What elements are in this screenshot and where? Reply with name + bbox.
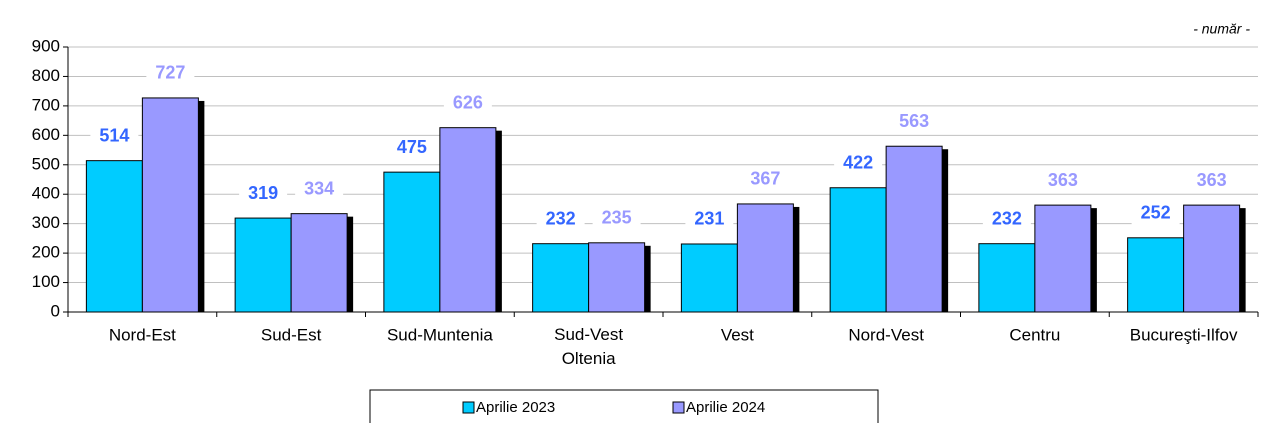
data-label-bg bbox=[834, 151, 883, 176]
data-label-bg bbox=[90, 124, 139, 149]
y-tick-label: 400 bbox=[32, 184, 60, 203]
data-label: 334 bbox=[304, 178, 334, 198]
data-label: 232 bbox=[546, 208, 576, 228]
x-tick-label: Centru bbox=[1009, 325, 1060, 344]
bar bbox=[588, 242, 646, 313]
data-label-bg bbox=[443, 91, 492, 116]
bar bbox=[1034, 204, 1092, 313]
data-label-bg bbox=[741, 167, 790, 192]
legend-swatch bbox=[462, 401, 475, 414]
data-label-bg bbox=[890, 110, 939, 135]
y-tick-label: 200 bbox=[32, 243, 60, 262]
y-tick-label: 300 bbox=[32, 213, 60, 232]
data-label-bg bbox=[1038, 169, 1087, 194]
data-label-bg bbox=[685, 207, 734, 232]
data-label: 563 bbox=[899, 111, 929, 131]
bar bbox=[383, 171, 441, 313]
bar bbox=[234, 217, 292, 313]
data-label: 232 bbox=[992, 208, 1022, 228]
y-tick-label: 100 bbox=[32, 272, 60, 291]
x-tick-label: Nord-Est bbox=[109, 325, 176, 344]
data-label: 514 bbox=[99, 125, 129, 145]
x-tick-label: Sud-Muntenia bbox=[387, 325, 493, 344]
data-label-bg bbox=[295, 177, 344, 202]
bar bbox=[1183, 204, 1241, 313]
y-tick-label: 500 bbox=[32, 154, 60, 173]
bar bbox=[141, 97, 199, 313]
data-label-bg bbox=[536, 207, 585, 232]
legend-label: Aprilie 2024 bbox=[686, 399, 765, 416]
x-tick-label: Nord-Vest bbox=[848, 325, 924, 344]
data-label-bg bbox=[1187, 169, 1236, 194]
data-label: 727 bbox=[155, 63, 185, 83]
data-label: 367 bbox=[750, 169, 780, 189]
data-label: 422 bbox=[843, 152, 873, 172]
bar bbox=[85, 160, 143, 313]
bar bbox=[829, 187, 887, 313]
x-tick-label: Sud-Est bbox=[261, 325, 322, 344]
data-label-bg bbox=[592, 206, 641, 231]
y-tick-label: 0 bbox=[51, 301, 60, 320]
y-tick-label: 800 bbox=[32, 66, 60, 85]
data-label-bg bbox=[146, 61, 195, 86]
data-label: 252 bbox=[1141, 203, 1171, 223]
data-label: 363 bbox=[1048, 170, 1078, 190]
y-tick-label: 700 bbox=[32, 95, 60, 114]
y-tick-label: 900 bbox=[32, 36, 60, 55]
data-label-bg bbox=[239, 182, 288, 207]
y-tick-label: 600 bbox=[32, 125, 60, 144]
data-label: 235 bbox=[602, 208, 632, 228]
legend-swatch bbox=[672, 401, 685, 414]
data-label: 319 bbox=[248, 183, 278, 203]
bar bbox=[439, 127, 497, 313]
legend-label: Aprilie 2023 bbox=[476, 399, 555, 416]
data-label: 626 bbox=[453, 92, 483, 112]
x-tick-label: Bucureşti-Ilfov bbox=[1130, 325, 1238, 344]
x-tick-label: Sud-Vest Oltenia bbox=[554, 325, 623, 368]
data-label: 475 bbox=[397, 137, 427, 157]
bar bbox=[1127, 237, 1185, 313]
data-label-bg bbox=[387, 136, 436, 161]
data-label-bg bbox=[1131, 201, 1180, 226]
bar bbox=[290, 213, 348, 313]
bar bbox=[532, 243, 590, 313]
data-label-bg bbox=[982, 207, 1031, 232]
data-label: 363 bbox=[1197, 170, 1227, 190]
data-label: 231 bbox=[694, 209, 724, 229]
legend-box bbox=[369, 389, 879, 423]
subtitle: - număr - bbox=[1193, 21, 1250, 37]
bar bbox=[978, 243, 1036, 313]
bar bbox=[680, 243, 738, 313]
x-tick-label: Vest bbox=[721, 325, 754, 344]
bar bbox=[736, 203, 794, 313]
bar bbox=[885, 145, 943, 313]
